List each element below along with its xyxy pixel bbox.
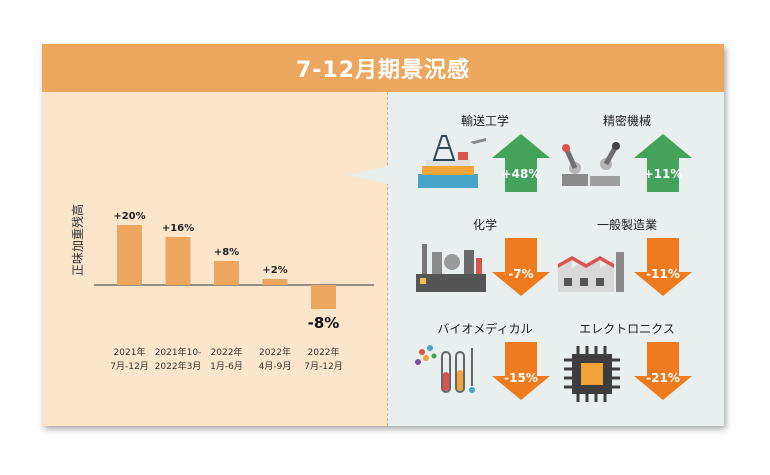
- header-bar: 7-12月期景況感: [42, 44, 724, 92]
- oil-rig-icon: [418, 135, 486, 188]
- data-label-3: +8%: [214, 247, 239, 258]
- bar-chart: 正味加重残高 +20% 2021年 7月-12月 +16% 2021年10- 2022年3月…: [70, 204, 374, 372]
- sector-change-value: -21%: [646, 371, 680, 385]
- chart-panel: [42, 92, 388, 426]
- chemical-plant-icon: [416, 244, 486, 292]
- data-label-4: +2%: [262, 265, 287, 276]
- sector-change-value: -15%: [504, 371, 538, 385]
- tick-label-3: 2022年: [211, 346, 243, 358]
- down-arrow-icon: -15%: [492, 342, 550, 400]
- bar-3: [214, 261, 239, 285]
- up-arrow-icon: +48%: [492, 134, 550, 192]
- factory-icon: [558, 252, 624, 292]
- lab-equipment-icon: [415, 345, 475, 393]
- data-label-1: +20%: [113, 211, 145, 222]
- sector-change-value: +11%: [644, 167, 683, 181]
- sector-change-value: -11%: [646, 267, 680, 281]
- data-label-5: -8%: [308, 314, 340, 332]
- callout-pointer: [348, 166, 388, 184]
- y-axis-label: 正味加重残高: [70, 204, 85, 276]
- down-arrow-icon: -7%: [492, 238, 550, 296]
- data-label-2: +16%: [162, 223, 194, 234]
- tick-label-5: 7月-12月: [304, 361, 342, 372]
- sector-title: エレクトロニクス: [579, 322, 675, 336]
- sector-change-value: +48%: [502, 167, 541, 181]
- sector-title: 一般製造業: [596, 218, 657, 232]
- up-arrow-icon: +11%: [634, 134, 692, 192]
- bar-5: [311, 285, 336, 309]
- sector-change-value: -7%: [508, 267, 533, 281]
- tick-label-3: 1月-6月: [210, 361, 243, 372]
- sector-title: 化学: [472, 218, 497, 232]
- bar-2: [165, 237, 191, 285]
- sector-title: 精密機械: [602, 114, 651, 128]
- down-arrow-icon: -21%: [634, 342, 692, 400]
- bar-4: [262, 279, 288, 285]
- robot-arm-icon: [562, 142, 620, 186]
- sector-title: 輸送工学: [460, 114, 509, 128]
- tick-label-2: 2021年10-: [155, 346, 202, 358]
- panel-divider: [387, 92, 389, 426]
- down-arrow-icon: -11%: [634, 238, 692, 296]
- tick-label-1: 7月-12月: [110, 361, 148, 372]
- tick-label-1: 2021年: [114, 346, 146, 358]
- sector-title: バイオメディカル: [437, 322, 533, 336]
- tick-label-2: 2022年3月: [155, 360, 202, 372]
- microchip-icon: [564, 346, 620, 402]
- page-title: 7-12月期景況感: [295, 58, 471, 83]
- tick-label-5: 2022年: [308, 346, 340, 358]
- tick-label-4: 4月-9月: [259, 361, 292, 372]
- infographic-card: 7-12月期景況感 正味加重残高 +20% 2021年 7月-12月 +16% 2021年…: [42, 44, 724, 426]
- bar-1: [117, 225, 142, 285]
- tick-label-4: 2022年: [259, 346, 291, 358]
